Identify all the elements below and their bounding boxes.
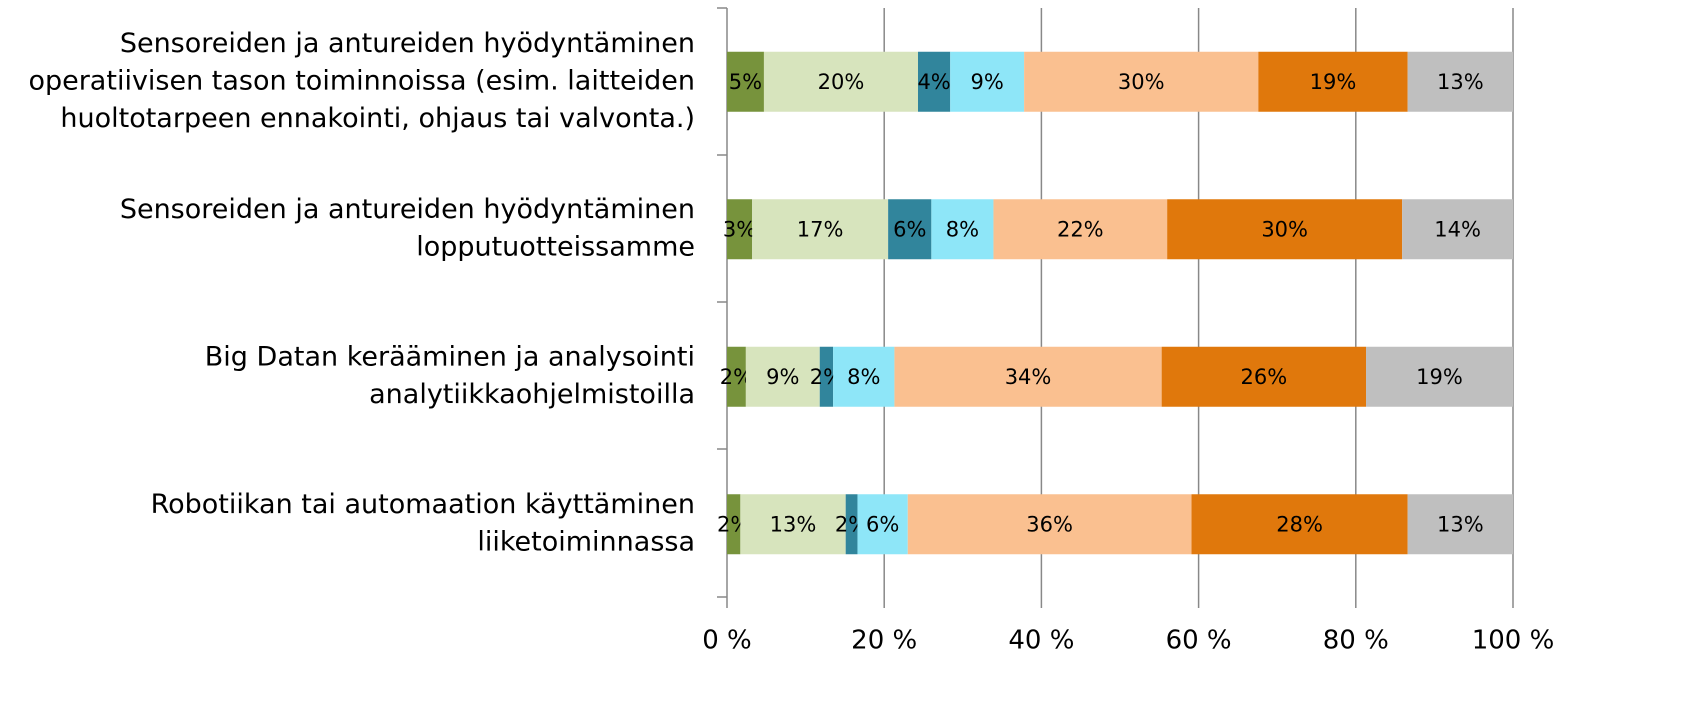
x-tick-label: 80 % <box>1323 626 1389 656</box>
bar-segment <box>993 199 1168 260</box>
bar-segment <box>740 494 846 555</box>
category-label: lopputuotteissamme <box>416 232 695 263</box>
data-label: 9% <box>971 70 1004 94</box>
data-label: 14% <box>1434 217 1481 241</box>
category-label: Sensoreiden ja antureiden hyödyntäminen <box>120 28 695 59</box>
bar-segment <box>1191 494 1408 555</box>
data-label: 9% <box>766 365 799 389</box>
bar-segment <box>745 346 820 407</box>
category-label: liiketoiminnassa <box>477 527 695 558</box>
bar-segment <box>819 346 834 407</box>
data-label: 19% <box>1416 365 1463 389</box>
bar-segment <box>950 51 1025 112</box>
category-label: Robotiikan tai automaation käyttäminen <box>151 489 695 520</box>
bar-segment <box>1161 346 1367 407</box>
bar-segment <box>907 494 1192 555</box>
data-label: 30% <box>1261 217 1308 241</box>
bar-segment <box>833 346 895 407</box>
bar-segment <box>727 199 753 260</box>
data-label: 8% <box>946 217 979 241</box>
data-label: 4% <box>917 70 950 94</box>
x-tick-label: 60 % <box>1166 626 1232 656</box>
bar-segment <box>1407 494 1513 555</box>
data-label: 5% <box>729 70 762 94</box>
data-label: 22% <box>1057 217 1104 241</box>
category-label: analytiikkaohjelmistoilla <box>369 379 695 410</box>
x-tick-label: 100 % <box>1472 626 1555 656</box>
data-label: 36% <box>1026 512 1073 536</box>
category-dividers <box>717 7 727 598</box>
bar-segment <box>763 51 918 112</box>
category-label: huoltotarpeen ennakointi, ohjaus tai val… <box>60 103 695 134</box>
data-label: 19% <box>1310 70 1357 94</box>
data-label: 34% <box>1005 365 1052 389</box>
bar-segment <box>894 346 1162 407</box>
data-label: 30% <box>1118 70 1165 94</box>
data-label: 28% <box>1276 512 1323 536</box>
bar-segment <box>727 51 764 112</box>
x-tick-label: 20 % <box>851 626 917 656</box>
category-label: Sensoreiden ja antureiden hyödyntäminen <box>120 194 695 225</box>
bar-segment <box>845 494 858 555</box>
bar-segment <box>888 199 932 260</box>
data-label: 20% <box>818 70 865 94</box>
data-label: 17% <box>797 217 844 241</box>
category-label: Big Datan kerääminen ja analysointi <box>205 342 695 373</box>
data-label: 6% <box>893 217 926 241</box>
bar-segment <box>727 494 741 555</box>
bar-segment <box>857 494 908 555</box>
bar-segment <box>931 199 994 260</box>
bar-segment <box>1167 199 1403 260</box>
data-label: 13% <box>1437 512 1484 536</box>
category-label: operatiivisen tason toiminnoissa (esim. … <box>28 65 695 96</box>
bar-segment <box>1258 51 1408 112</box>
x-tick-label: 0 % <box>702 626 752 656</box>
data-label: 3% <box>723 217 756 241</box>
bar-segment <box>1407 51 1513 112</box>
bar-segment <box>1024 51 1259 112</box>
data-label: 13% <box>1437 70 1484 94</box>
x-tick-label: 40 % <box>1008 626 1074 656</box>
data-label: 26% <box>1240 365 1287 389</box>
data-label: 6% <box>866 512 899 536</box>
bar-segment <box>917 51 951 112</box>
bar-segment <box>752 199 889 260</box>
bar-segment <box>727 346 746 407</box>
bar-segment <box>1366 346 1513 407</box>
data-label: 13% <box>770 512 817 536</box>
bar-segment <box>1402 199 1513 260</box>
data-label: 8% <box>847 365 880 389</box>
